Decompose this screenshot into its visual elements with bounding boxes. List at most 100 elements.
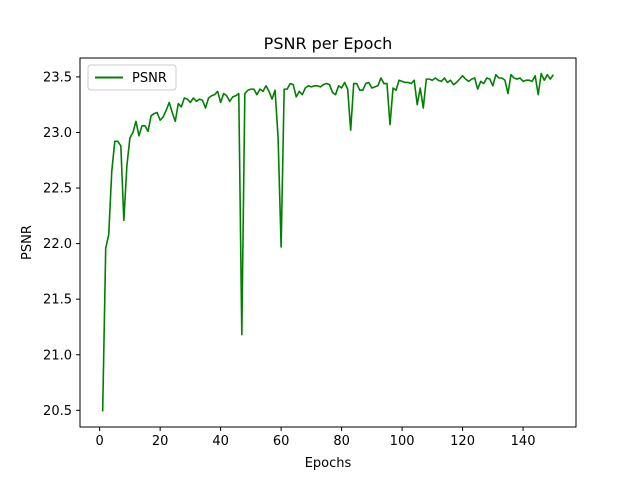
plot-area	[79, 57, 577, 428]
data-point	[171, 112, 173, 114]
data-point	[244, 93, 246, 95]
y-axis-ticks: 20.5 21.0 21.5 22.0 22.5 23.0 23.5	[43, 70, 80, 419]
data-point	[150, 115, 152, 117]
data-point	[456, 82, 458, 84]
data-point	[553, 74, 555, 76]
data-point	[416, 104, 418, 106]
data-point	[253, 88, 255, 90]
data-point	[268, 91, 270, 93]
data-point	[292, 84, 294, 86]
legend-label-psnr: PSNR	[132, 71, 167, 86]
data-point	[516, 78, 518, 80]
data-point	[295, 96, 297, 98]
data-point	[395, 89, 397, 91]
data-point	[507, 93, 509, 95]
x-tick-label: 60	[273, 434, 290, 449]
data-point	[241, 334, 243, 336]
data-point	[513, 77, 515, 79]
data-point	[498, 77, 500, 79]
data-point	[519, 77, 521, 79]
data-point	[250, 88, 252, 90]
data-point	[468, 81, 470, 83]
data-point	[350, 129, 352, 131]
data-point	[546, 74, 548, 76]
data-point	[380, 77, 382, 79]
psnr-series-line	[101, 72, 554, 412]
data-point	[259, 88, 261, 90]
data-point	[474, 77, 476, 79]
data-point	[450, 79, 452, 81]
data-point	[256, 94, 258, 96]
data-point	[429, 78, 431, 80]
y-tick-label: 21.0	[43, 348, 72, 363]
y-tick-label: 20.5	[43, 404, 72, 419]
data-point	[441, 81, 443, 83]
data-point	[317, 85, 319, 87]
data-point	[262, 91, 264, 93]
data-point	[108, 234, 110, 236]
data-point	[377, 85, 379, 87]
data-point	[308, 85, 310, 87]
data-point	[459, 78, 461, 80]
chart-title: PSNR per Epoch	[264, 34, 393, 53]
data-point	[329, 84, 331, 86]
data-point	[404, 82, 406, 84]
data-point	[353, 83, 355, 85]
y-tick-label: 23.0	[43, 126, 72, 141]
x-tick-label: 140	[511, 434, 536, 449]
data-point	[495, 74, 497, 76]
data-point	[480, 81, 482, 83]
data-point	[392, 87, 394, 89]
data-point	[305, 87, 307, 89]
data-point	[525, 79, 527, 81]
data-point	[283, 88, 285, 90]
data-point	[126, 165, 128, 167]
data-point	[199, 98, 201, 100]
data-point	[444, 77, 446, 79]
data-point	[190, 102, 192, 104]
data-point	[117, 141, 119, 143]
data-point	[338, 85, 340, 87]
data-point	[311, 86, 313, 88]
data-point	[229, 101, 231, 103]
data-point	[265, 85, 267, 87]
data-point	[383, 83, 385, 85]
data-point	[528, 79, 530, 81]
x-tick-label: 80	[333, 434, 350, 449]
data-point	[389, 124, 391, 126]
data-point	[510, 74, 512, 76]
data-point	[410, 83, 412, 85]
data-point	[504, 79, 506, 81]
data-point	[365, 83, 367, 85]
data-point	[286, 88, 288, 90]
data-point	[419, 87, 421, 89]
data-point	[298, 91, 300, 93]
data-point	[483, 83, 485, 85]
data-point	[344, 82, 346, 84]
data-point	[162, 116, 164, 118]
data-point	[247, 89, 249, 91]
data-point	[120, 145, 122, 147]
data-point	[220, 102, 222, 104]
data-point	[132, 132, 134, 134]
data-point	[181, 106, 183, 108]
data-point	[235, 95, 237, 97]
data-point	[492, 85, 494, 87]
data-point	[135, 121, 137, 123]
data-point	[501, 77, 503, 79]
data-point	[147, 131, 149, 133]
data-point	[280, 246, 282, 248]
data-point	[347, 88, 349, 90]
x-tick-label: 120	[450, 434, 475, 449]
x-tick-label: 20	[152, 434, 169, 449]
data-point	[537, 94, 539, 96]
data-point	[486, 77, 488, 79]
data-point	[447, 82, 449, 84]
data-point	[141, 125, 143, 127]
data-point	[489, 78, 491, 80]
data-point	[111, 171, 113, 173]
data-point	[217, 91, 219, 93]
data-point	[335, 94, 337, 96]
x-axis-label: Epochs	[305, 456, 352, 471]
